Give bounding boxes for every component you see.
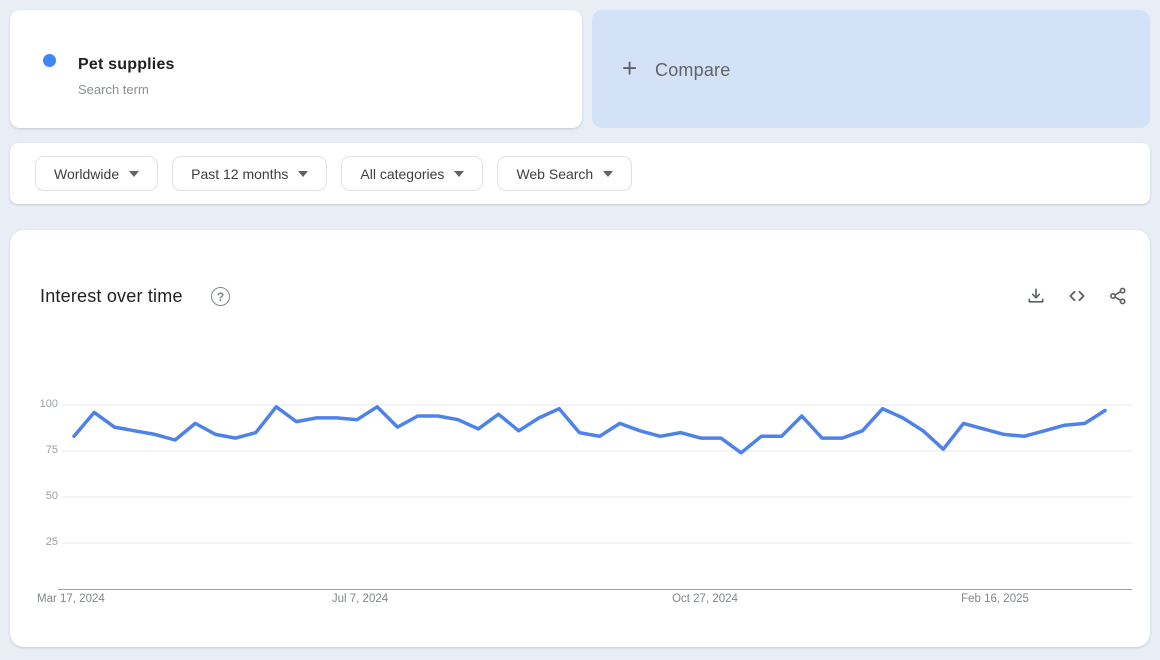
chevron-down-icon <box>603 171 614 177</box>
filter-row: Worldwide Past 12 months All categories … <box>35 156 633 191</box>
chevron-down-icon <box>129 171 140 177</box>
category-filter-dropdown[interactable]: All categories <box>341 156 484 191</box>
interest-over-time-card: Interest over time ? 100 75 50 25 <box>10 230 1150 647</box>
y-tick-100: 100 <box>39 398 58 410</box>
search-term-type: Search term <box>78 82 149 97</box>
add-comparison-card[interactable]: + Compare <box>592 10 1150 128</box>
section-title: Interest over time <box>40 286 183 306</box>
geo-filter-label: Worldwide <box>54 165 120 182</box>
search-type-filter-dropdown[interactable]: Web Search <box>497 156 633 191</box>
plus-icon: + <box>622 53 638 83</box>
chevron-down-icon <box>454 171 465 177</box>
search-term-title: Pet supplies <box>78 56 175 73</box>
chevron-down-icon <box>298 171 309 177</box>
y-tick-50: 50 <box>45 490 58 502</box>
download-icon[interactable] <box>1026 286 1046 306</box>
gridlines <box>62 404 1132 544</box>
time-filter-dropdown[interactable]: Past 12 months <box>172 156 328 191</box>
y-tick-25: 25 <box>45 536 58 548</box>
trend-chart[interactable]: 100 75 50 25 Mar 17, 2024 Jul 7, 2024 Oc… <box>10 230 1150 647</box>
search-term-card[interactable]: Pet supplies Search term <box>10 10 582 128</box>
help-icon[interactable]: ? <box>211 287 230 306</box>
x-tick-2: Oct 27, 2024 <box>672 593 738 605</box>
embed-code-icon[interactable] <box>1066 286 1088 306</box>
series-color-dot-icon <box>43 54 56 67</box>
chart-actions <box>1026 286 1128 306</box>
category-filter-label: All categories <box>360 165 445 182</box>
trend-line-svg <box>58 404 1132 590</box>
trend-polyline <box>72 405 1107 455</box>
compare-label: Compare <box>655 60 731 80</box>
share-icon[interactable] <box>1108 286 1128 306</box>
x-tick-0: Mar 17, 2024 <box>37 593 105 605</box>
time-filter-label: Past 12 months <box>191 165 289 182</box>
x-tick-3: Feb 16, 2025 <box>961 593 1029 605</box>
filter-bar: Worldwide Past 12 months All categories … <box>10 143 1150 204</box>
y-tick-75: 75 <box>45 444 58 456</box>
x-tick-1: Jul 7, 2024 <box>331 593 389 605</box>
search-type-filter-label: Web Search <box>516 165 594 182</box>
geo-filter-dropdown[interactable]: Worldwide <box>35 156 159 191</box>
